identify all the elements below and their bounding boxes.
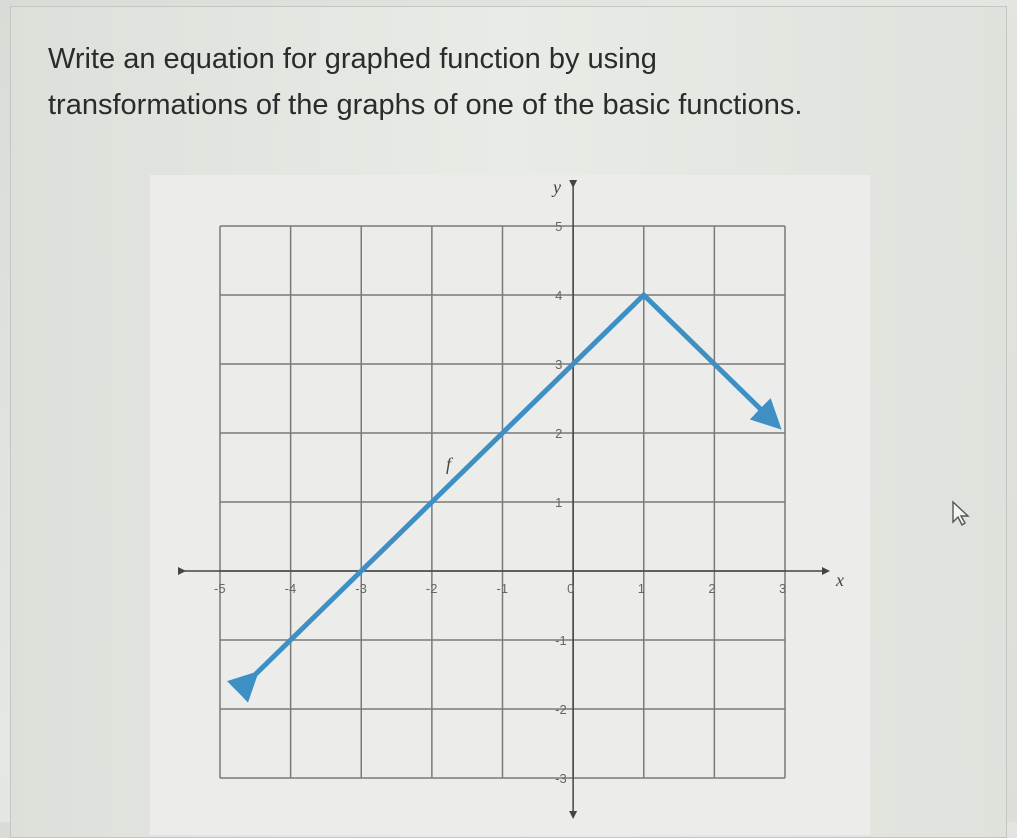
question-line-2: transformations of the graphs of one of … bbox=[48, 89, 803, 121]
x-tick-label: 1 bbox=[638, 581, 645, 596]
x-tick-label: -3 bbox=[355, 581, 367, 596]
x-tick-label: -5 bbox=[214, 581, 226, 596]
y-tick-label: 4 bbox=[555, 288, 562, 303]
y-axis-label: y bbox=[551, 177, 561, 197]
mouse-pointer-icon bbox=[952, 500, 970, 527]
question-text: Write an equation for graphed function b… bbox=[48, 36, 988, 128]
x-tick-label: -2 bbox=[426, 581, 438, 596]
x-tick-label: -1 bbox=[497, 581, 509, 596]
question-line-1: Write an equation for graphed function b… bbox=[48, 43, 657, 75]
x-tick-label: 3 bbox=[779, 581, 786, 596]
x-tick-label: -4 bbox=[285, 581, 297, 596]
y-tick-label: 5 bbox=[555, 219, 562, 234]
y-tick-label: 2 bbox=[555, 426, 562, 441]
series-label-f: f bbox=[446, 454, 454, 474]
y-tick-label: 1 bbox=[555, 495, 562, 510]
y-tick-label: -3 bbox=[555, 771, 567, 786]
y-tick-label: -2 bbox=[555, 702, 567, 717]
series-line-f bbox=[227, 291, 782, 703]
x-tick-label: 0 bbox=[567, 581, 574, 596]
y-tick-label: 3 bbox=[555, 357, 562, 372]
x-tick-label: 2 bbox=[708, 581, 715, 596]
y-tick-label: -1 bbox=[555, 633, 567, 648]
x-axis-label: x bbox=[835, 570, 844, 590]
